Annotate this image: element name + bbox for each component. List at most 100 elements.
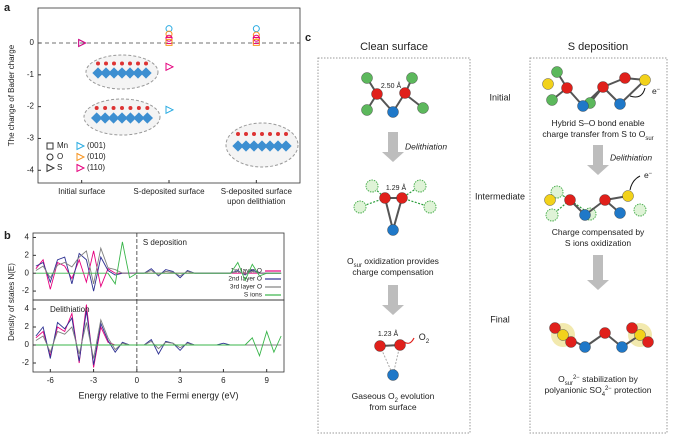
atom [634, 329, 646, 341]
x-tick-label: S-deposited surface [133, 187, 205, 196]
text-part: polyanionic SO [545, 385, 603, 395]
data-point [165, 105, 175, 115]
panel-label: a [4, 2, 11, 14]
legend-label: (110) [87, 163, 105, 172]
dos-line [35, 318, 282, 359]
x-tick-label: -3 [90, 376, 98, 385]
legend-label: (010) [87, 152, 106, 161]
panel-annotation: S deposition [143, 238, 187, 247]
atom [406, 72, 418, 84]
subscript: sur [565, 381, 573, 387]
data-point [46, 153, 54, 161]
panel-label: b [4, 230, 11, 242]
atom [399, 87, 411, 99]
row-label: Initial [489, 92, 510, 102]
atom [112, 61, 116, 66]
atom [614, 207, 626, 219]
text-part: Hybrid S–O bond enable [551, 118, 644, 128]
column-box [317, 57, 471, 434]
octahedron [232, 140, 244, 152]
octahedron [240, 140, 252, 152]
text-part: stabilization by [580, 374, 639, 384]
y-tick-label: 2 [25, 322, 30, 331]
atom [103, 106, 108, 110]
bond-length: 2.50 Å [381, 81, 402, 90]
atom [96, 61, 100, 66]
y-tick-label: 2 [25, 250, 30, 259]
atom [639, 74, 651, 86]
atom [387, 369, 399, 381]
rich-text: from surface [369, 402, 417, 412]
y-tick-label: -2 [27, 102, 35, 111]
data-point [76, 152, 86, 162]
atom [353, 200, 367, 214]
column-box [529, 57, 668, 434]
atom [268, 132, 272, 136]
subscript: sur [354, 263, 362, 269]
text-part: Charge compensated by [552, 227, 645, 237]
dos-line [35, 246, 282, 284]
atom [104, 61, 108, 66]
rich-text: e− [644, 170, 653, 180]
text-part: e [652, 86, 657, 96]
text-part: S ions oxidization [565, 238, 631, 248]
x-tick-label: 6 [221, 376, 226, 385]
legend-label: S [57, 163, 62, 172]
rich-text: charge compensation [352, 267, 434, 277]
legend-label: Mn [57, 141, 68, 150]
y-tick-label: -4 [27, 165, 35, 174]
panel-annotation: Delithiation [50, 305, 90, 314]
atom [633, 203, 647, 217]
text-part: charge transfer from S to O [542, 129, 645, 139]
process-arrow [382, 132, 404, 162]
rich-text: polyanionic SO42− protection [545, 385, 652, 397]
rich-text: Gaseous O2 evolution [352, 391, 435, 403]
atom [128, 106, 133, 110]
atom [120, 61, 124, 66]
atom [619, 72, 631, 84]
column-title: S deposition [568, 41, 629, 53]
atom [579, 341, 591, 353]
data-point [165, 25, 173, 33]
release-arrow [403, 337, 415, 344]
data-point [252, 38, 260, 46]
data-point [46, 163, 56, 173]
octahedron [256, 140, 268, 152]
atom [597, 81, 609, 93]
atom [136, 106, 141, 110]
atom [144, 61, 148, 66]
x-axis-label: Energy relative to the Fermi energy (eV) [78, 390, 238, 400]
rich-text: Charge compensated by [552, 227, 645, 237]
data-point [76, 163, 86, 173]
atom [387, 106, 399, 118]
atom [550, 185, 564, 199]
atom [579, 209, 591, 221]
x-tick-label: 0 [135, 376, 140, 385]
text-part: from surface [369, 402, 417, 412]
data-point [252, 25, 260, 33]
atom [252, 132, 256, 136]
atom [423, 200, 437, 214]
x-tick-label: 3 [178, 376, 183, 385]
atom [417, 102, 429, 114]
y-axis-label: The change of Bader charge [7, 44, 16, 146]
y-tick-label: 4 [25, 304, 30, 313]
process-arrow [382, 285, 404, 315]
release-arrow [629, 175, 641, 191]
y-tick-label: -2 [22, 286, 30, 295]
process-label: Delithiation [405, 141, 447, 151]
y-tick-label: -1 [27, 70, 35, 79]
text-part: Gaseous O [352, 391, 395, 401]
atom [622, 190, 634, 202]
rich-text: S ions oxidization [565, 238, 631, 248]
row-label: Intermediate [475, 191, 525, 201]
atom [244, 132, 248, 136]
bond-length: 1.29 Å [386, 183, 407, 192]
y-tick-label: 0 [25, 268, 30, 277]
legend-label: 3rd layer O [230, 284, 262, 291]
atom [145, 106, 150, 110]
transfer-arrow [629, 87, 646, 98]
data-point [165, 38, 173, 46]
atom [120, 106, 124, 110]
superscript: 2− [605, 386, 612, 392]
